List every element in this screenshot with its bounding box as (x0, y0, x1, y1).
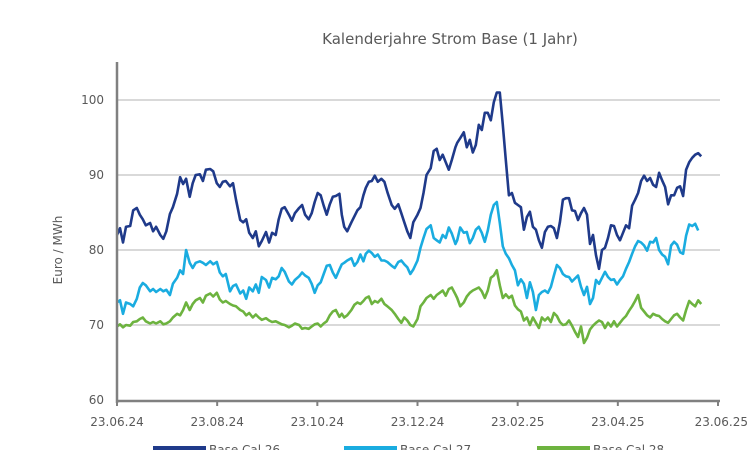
x-tick-label: 23.04.25 (591, 415, 644, 429)
x-tick-label: 23.02.25 (491, 415, 544, 429)
series-line-2 (116, 200, 700, 316)
y-tick-label: 90 (89, 168, 104, 182)
y-tick-label: 100 (81, 93, 104, 107)
legend: Base Cal 26 Base Cal 27 Base Cal 28 (153, 443, 664, 450)
y-tick-label: 60 (89, 393, 104, 407)
y-tick-label: 80 (89, 243, 104, 257)
x-tick-label: 23.06.25 (695, 415, 748, 429)
legend-swatch (537, 446, 590, 450)
legend-label: Base Cal 27 (400, 443, 471, 450)
x-ticks: 23.06.24 23.08.24 23.10.24 23.12.24 23.02.25… (90, 401, 748, 429)
y-ticks: 60 70 80 90 100 (81, 93, 104, 407)
legend-label: Base Cal 28 (593, 443, 664, 450)
x-tick-label: 23.08.24 (190, 415, 243, 429)
x-tick-label: 23.12.24 (391, 415, 444, 429)
legend-label: Base Cal 26 (209, 443, 280, 450)
x-tick-label: 23.06.24 (90, 415, 143, 429)
y-tick-label: 70 (89, 318, 104, 332)
x-tick-label: 23.10.24 (291, 415, 344, 429)
series-line-1 (115, 91, 703, 271)
y-axis-label: Euro / MWh (51, 216, 65, 285)
series-line-3 (116, 268, 703, 345)
series-lines (115, 91, 703, 345)
legend-swatch (153, 446, 206, 450)
legend-swatch (344, 446, 397, 450)
chart-title: Kalenderjahre Strom Base (1 Jahr) (322, 30, 578, 48)
